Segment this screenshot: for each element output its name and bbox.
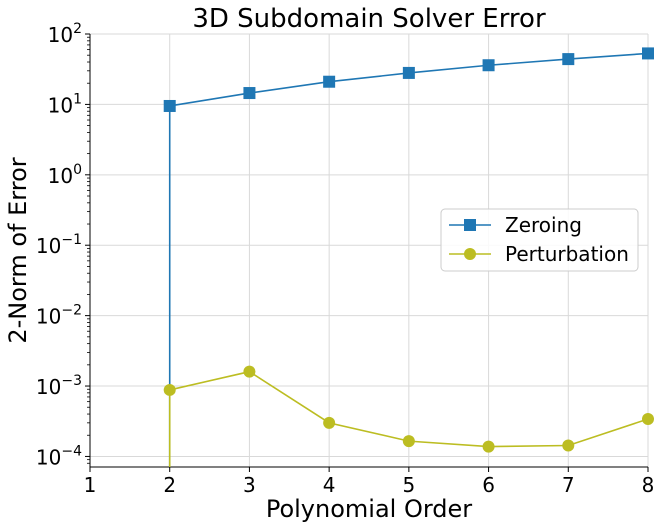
x-tick-label: 7	[562, 473, 575, 497]
y-axis-label: 2-Norm of Error	[4, 157, 32, 343]
data-point-square	[562, 53, 575, 66]
y-tick-label: 10−3	[36, 373, 82, 399]
y-tick-label: 10−4	[36, 443, 82, 469]
x-tick-label: 4	[323, 473, 336, 497]
legend-label: Perturbation	[505, 242, 629, 266]
data-point-circle	[323, 416, 336, 429]
x-tick-label: 2	[163, 473, 176, 497]
y-tick-label: 101	[48, 91, 82, 117]
x-tick-label: 8	[642, 473, 655, 497]
series-perturbation	[163, 365, 654, 467]
data-point-square	[482, 59, 495, 72]
x-tick-label: 3	[243, 473, 256, 497]
legend-marker-circle	[464, 248, 476, 260]
data-point-square	[243, 87, 256, 100]
series-line	[168, 370, 649, 467]
data-point-square	[163, 99, 176, 112]
series-zeroing	[163, 47, 654, 467]
data-point-circle	[642, 413, 654, 426]
data-point-circle	[562, 439, 575, 452]
y-tick-label: 10−2	[36, 303, 82, 329]
data-point-circle	[402, 435, 415, 448]
data-point-circle	[243, 365, 256, 378]
y-tick-label: 100	[48, 162, 82, 188]
data-point-circle	[482, 440, 495, 453]
data-point-square	[323, 75, 336, 88]
y-tick-label: 102	[48, 21, 82, 47]
chart-title: 3D Subdomain Solver Error	[192, 4, 546, 34]
data-point-square	[642, 47, 654, 60]
x-axis-label: Polynomial Order	[266, 495, 472, 523]
data-point-circle	[163, 383, 176, 396]
x-tick-label: 6	[482, 473, 495, 497]
legend-item-zeroing: Zeroing	[449, 213, 582, 237]
series-layer	[163, 47, 654, 467]
x-tick-label: 1	[84, 473, 97, 497]
data-point-square	[402, 66, 415, 79]
x-tick-label: 5	[402, 473, 415, 497]
legend-label: Zeroing	[505, 213, 582, 237]
series-line	[168, 52, 649, 467]
axes-layer: 1 2 3 4 5 6 7 8 10−4 10−3 10−2 10−1 100 101 102	[36, 21, 654, 497]
legend-marker-square	[464, 219, 476, 231]
legend: Zeroing Perturbation	[440, 208, 639, 272]
y-tick-label: 10−1	[36, 232, 82, 258]
legend-item-perturbation: Perturbation	[449, 242, 629, 266]
